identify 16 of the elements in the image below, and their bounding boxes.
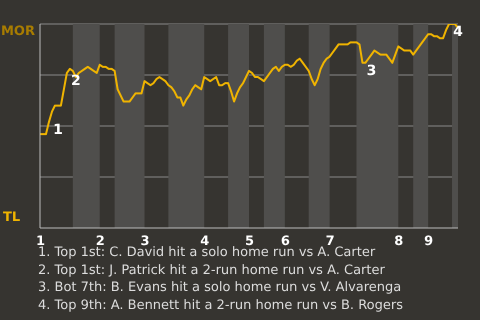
text: 3. Bot 7th: B. Evans hit a solo home run vs V. Alvarenga: [38, 279, 402, 296]
annotation: 2: [70, 72, 81, 89]
x-tick-label: 4: [200, 234, 210, 250]
x-tick-label: 7: [326, 234, 335, 250]
text: 2. Top 1st: J. Patrick hit a 2-run home run vs A. Carter: [38, 262, 386, 279]
x-tick-label: 6: [280, 234, 290, 250]
annotation: 3: [366, 62, 376, 79]
x-tick-label: 3: [140, 234, 150, 250]
text: 4. Top 9th: A. Bennett hit a 2-run home run vs B. Rogers: [38, 296, 403, 314]
x-tick-label: 5: [245, 234, 254, 250]
text: MOR: [1, 24, 35, 39]
annotation: 4: [453, 24, 464, 40]
x-tick-label: 9: [424, 234, 434, 250]
annotation: 1: [53, 122, 63, 138]
x-tick-label: 8: [394, 234, 404, 250]
text: TL: [3, 210, 20, 225]
